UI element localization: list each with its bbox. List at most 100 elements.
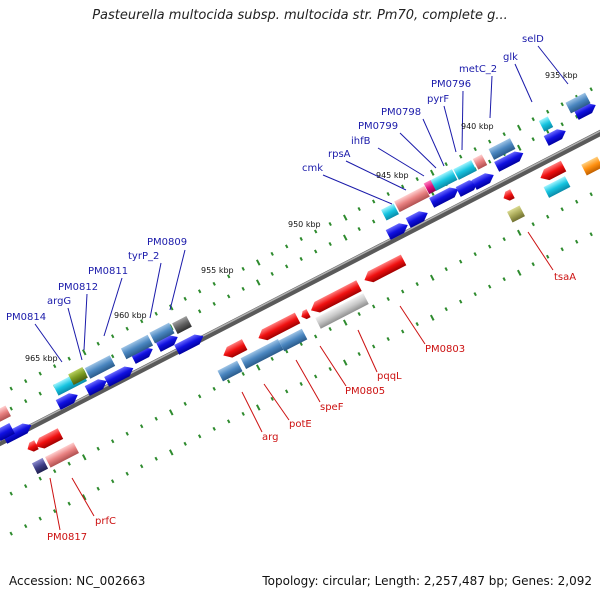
tick-dot: [9, 386, 13, 391]
tick-dot: [23, 484, 28, 489]
tick-dot: [241, 266, 245, 271]
gene-label-PM0798: PM0798: [381, 107, 421, 118]
callout-line: [357, 329, 378, 373]
tick-dot: [125, 471, 129, 476]
tick-dot: [328, 326, 332, 331]
tick-dot: [487, 244, 492, 249]
kbp-label-940: 940 kbp: [461, 122, 494, 131]
kbp-label-935: 935 kbp: [545, 71, 578, 80]
tick-dot: [227, 379, 231, 384]
forward-gene-box: [430, 169, 458, 191]
tick-dot: [9, 531, 13, 536]
gene-label-PM0796: PM0796: [431, 79, 471, 90]
reverse-gene-arrow: [301, 309, 311, 320]
reverse-gene-arrow: [27, 440, 39, 452]
tick-dot: [154, 311, 158, 316]
tick-dot: [168, 449, 174, 456]
gene-label-rpsA: rpsA: [328, 149, 351, 160]
genome-summary-text: Topology: circular; Length: 2,257,487 bp…: [262, 574, 592, 588]
tick-dot: [96, 341, 100, 346]
tick-dot: [342, 359, 348, 366]
tick-dot: [575, 199, 579, 204]
gene-label-PM0803: PM0803: [425, 344, 465, 355]
tick-dot: [299, 381, 303, 386]
tick-dot: [82, 349, 87, 356]
tick-dot: [299, 256, 303, 261]
callout-line: [345, 160, 407, 191]
tick-dot: [212, 386, 216, 391]
forward-gene-box: [381, 203, 399, 221]
forward-gene-box: [0, 405, 11, 423]
tick-dot: [67, 356, 71, 361]
tick-dot: [110, 479, 115, 484]
callout-line: [527, 231, 554, 271]
tick-dot: [357, 351, 361, 357]
kbp-label-965: 965 kbp: [25, 354, 58, 363]
tick-dot: [270, 251, 274, 256]
tick-dot: [169, 304, 174, 311]
forward-gene-arrow: [55, 393, 78, 410]
forward-gene-box: [488, 138, 516, 160]
tick-dot: [444, 307, 448, 312]
tick-dot: [169, 409, 174, 416]
callout-line: [422, 118, 445, 167]
callout-line: [399, 305, 426, 345]
gene-label-cmk: cmk: [302, 163, 323, 174]
gene-label-ihfB: ihfB: [351, 136, 371, 147]
tick-dot: [125, 326, 129, 331]
forward-gene-box: [394, 185, 430, 213]
reverse-gene-box: [31, 457, 49, 475]
tick-dot: [140, 319, 144, 324]
tick-dot: [241, 286, 245, 291]
gene-label-glk: glk: [503, 52, 518, 63]
tick-dot: [546, 129, 550, 134]
gene-label-prfC: prfC: [95, 516, 116, 527]
tick-dot: [502, 277, 506, 282]
tick-dot: [487, 139, 492, 144]
tick-dot: [285, 389, 289, 394]
tick-dot: [183, 441, 187, 446]
reverse-gene-box: [543, 176, 571, 198]
tick-dot: [415, 177, 419, 182]
forward-gene-box: [84, 355, 116, 379]
tick-dot: [400, 289, 405, 294]
gene-label-pyrF: pyrF: [427, 94, 449, 105]
gene-label-speF: speF: [320, 402, 344, 413]
tick-dot: [313, 374, 318, 379]
tick-dot: [110, 439, 115, 444]
tick-dot: [96, 446, 100, 451]
tick-dot: [38, 516, 42, 521]
tick-dot: [198, 309, 202, 314]
forward-gene-arrow: [494, 151, 524, 172]
tick-dot: [400, 184, 405, 189]
reverse-gene-arrow: [503, 189, 515, 201]
tick-dot: [299, 236, 303, 241]
forward-gene-box: [149, 322, 175, 344]
forward-gene-box: [68, 366, 88, 386]
tick-dot: [372, 219, 376, 224]
callout-line: [83, 293, 88, 351]
tick-dot: [343, 319, 348, 326]
tick-dot: [531, 117, 535, 122]
tick-dot: [560, 122, 564, 127]
gene-label-PM0812: PM0812: [58, 282, 98, 293]
tick-dot: [357, 206, 361, 212]
tick-dot: [255, 404, 261, 411]
gene-label-selD: selD: [522, 34, 544, 45]
forward-gene-arrow: [385, 223, 408, 240]
tick-dot: [270, 396, 274, 401]
tick-dot: [372, 344, 376, 349]
kbp-label-945: 945 kbp: [376, 171, 409, 180]
gene-labels: selD glk metC_2 PM0796 pyrF PM0798 PM079…: [6, 34, 578, 543]
forward-gene-box: [538, 116, 554, 132]
tick-dot: [82, 454, 87, 461]
reverse-gene-arrow: [35, 428, 64, 449]
gene-label-tsaA: tsaA: [554, 272, 576, 283]
callout-line: [461, 90, 464, 151]
tick-dot: [212, 426, 216, 431]
callout-line: [34, 323, 63, 363]
tick-dot: [212, 301, 216, 306]
gene-label-PM0817: PM0817: [47, 532, 87, 543]
gene-label-tyrP_2: tyrP_2: [128, 251, 159, 262]
